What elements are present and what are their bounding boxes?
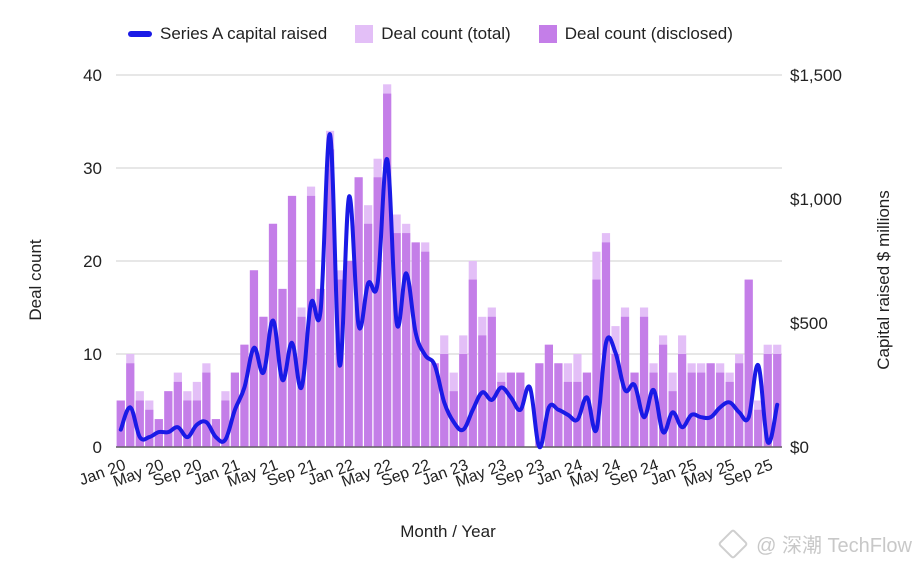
bar-disclosed [468,279,477,447]
legend: Series A capital raised Deal count (tota… [128,24,733,44]
bar-disclosed [649,372,658,447]
y-left-tick-label: 20 [83,252,102,271]
y-right-tick-label: $1,000 [790,190,842,209]
bar-disclosed [402,233,411,447]
bar-disclosed [678,354,687,447]
bar-disclosed [630,372,639,447]
bar-disclosed [173,381,182,447]
bar-disclosed [459,354,468,447]
y-axis-right-title: Capital raised $ millions [874,190,893,370]
series-line-capital [118,132,780,450]
y-right-tick-label: $0 [790,438,809,457]
bar-disclosed [325,149,335,447]
x-axis-title: Month / Year [400,522,496,541]
bar-disclosed [697,372,706,447]
bar-disclosed [126,363,135,447]
legend-label-capital: Series A capital raised [160,24,328,43]
y-axis-left-title: Deal count [26,239,45,321]
legend-item-disclosed[interactable]: Deal count (disclosed) [538,24,733,44]
bar-disclosed [592,279,601,447]
bar-disclosed [611,354,620,447]
bar-disclosed [383,93,392,447]
y-left-tick-label: 10 [83,345,102,364]
bar-disclosed [430,363,439,447]
bar-disclosed [658,344,668,447]
bar-disclosed [364,223,373,447]
y-left-tick-label: 0 [93,438,102,457]
bar-disclosed [497,381,506,447]
bar-disclosed [287,195,297,447]
bar-disclosed [620,316,630,447]
y-right-tick-label: $1,500 [790,66,842,85]
y-left-tick-label: 40 [83,66,102,85]
bar-disclosed [306,195,316,447]
legend-swatch-total [355,25,374,43]
bar-disclosed [240,344,249,447]
bar-disclosed [392,233,401,447]
bar-disclosed [316,288,325,447]
watermark: @ 深潮 TechFlow [717,527,912,560]
bar-disclosed [506,372,515,447]
bar-disclosed [706,363,715,447]
bar-disclosed [259,316,268,447]
legend-label-disclosed: Deal count (disclosed) [564,24,733,43]
bar-disclosed [554,363,563,447]
bar-disclosed [411,242,420,447]
bar-disclosed [278,288,287,447]
bar-disclosed [535,363,544,447]
bar-disclosed [544,344,553,447]
bar-disclosed [773,354,782,447]
legend-swatch-disclosed [538,25,557,43]
bar-disclosed [735,363,744,447]
bar-disclosed [145,409,154,447]
bar-disclosed [582,372,592,447]
bar-disclosed [573,381,582,447]
bar-disclosed [211,419,220,447]
legend-item-capital[interactable]: Series A capital raised [128,24,327,44]
legend-label-total: Deal count (total) [381,24,511,43]
bar-disclosed [221,400,230,447]
bar-disclosed [639,316,649,447]
bar-disclosed [373,177,382,448]
bar-disclosed [135,400,144,447]
bar-disclosed [687,372,696,447]
legend-swatch-capital [128,31,152,37]
bar-disclosed [754,409,763,447]
legend-item-total[interactable]: Deal count (total) [355,24,511,44]
bar-disclosed [421,251,430,447]
bar-disclosed [725,381,734,447]
bar-disclosed [763,354,772,447]
watermark-text: @ 深潮 TechFlow [756,535,912,557]
bar-disclosed [487,316,496,447]
bar-disclosed [345,261,354,447]
bar-disclosed [202,372,211,447]
bar-disclosed [164,391,173,447]
bar-disclosed [668,391,677,447]
bar-disclosed [249,270,259,447]
bar-disclosed [744,279,753,447]
bar-disclosed [183,400,192,447]
y-right-tick-label: $500 [790,314,828,333]
techflow-logo-icon [717,527,749,560]
bar-disclosed [268,223,278,447]
y-left-tick-label: 30 [83,159,102,178]
